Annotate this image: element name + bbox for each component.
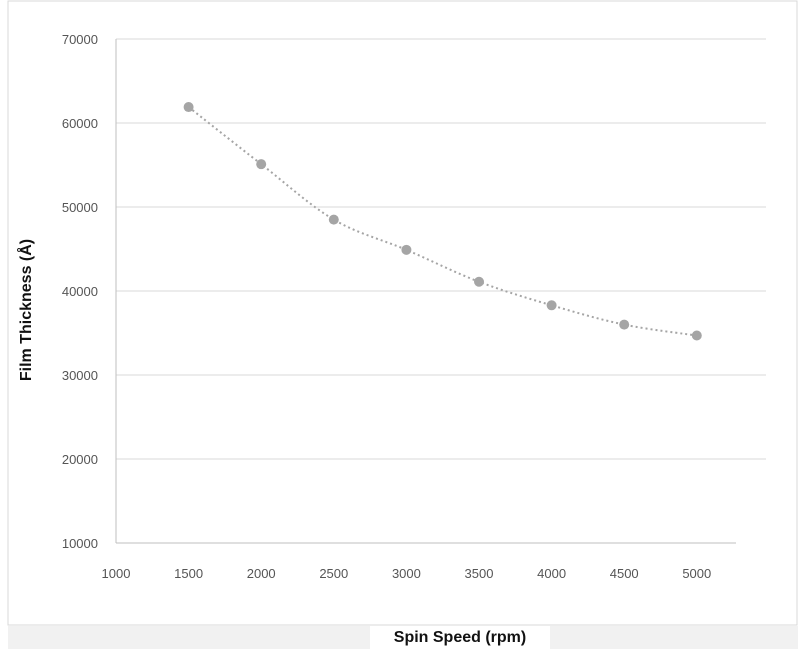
data-point <box>474 276 484 287</box>
x-axis-label: Spin Speed (rpm) <box>393 628 527 646</box>
data-point <box>619 319 630 330</box>
data-point <box>401 244 412 255</box>
x-tick-label: 2000 <box>247 566 276 581</box>
grid-lines <box>116 38 766 460</box>
x-tick-label: 3000 <box>392 566 421 581</box>
x-tick-label: 3500 <box>465 566 494 581</box>
x-tick-label: 4000 <box>537 566 566 581</box>
x-tick-label: 1000 <box>102 566 131 581</box>
y-tick-label: 30000 <box>62 368 98 383</box>
y-tick-label: 20000 <box>62 452 98 467</box>
data-points <box>183 102 702 341</box>
x-tick-label: 5000 <box>682 566 711 581</box>
data-point <box>183 102 194 113</box>
axis-lines <box>115 39 736 544</box>
data-point <box>256 159 267 170</box>
y-tick-labels: 10000 20000 30000 40000 50000 60000 70000 <box>62 32 98 551</box>
x-tick-label: 1500 <box>174 566 203 581</box>
y-tick-label: 10000 <box>62 536 98 551</box>
data-point <box>691 330 702 341</box>
y-tick-label: 60000 <box>62 116 98 131</box>
y-tick-label: 40000 <box>62 284 98 299</box>
x-tick-labels: 1000 1500 2000 2500 3000 3500 4000 4500 5000 <box>102 566 712 581</box>
x-axis-label-box: Spin Speed (rpm) <box>370 626 550 649</box>
y-tick-label: 70000 <box>62 32 98 47</box>
data-point <box>328 214 339 225</box>
data-point <box>546 300 557 311</box>
y-tick-label: 50000 <box>62 200 98 215</box>
x-tick-label: 4500 <box>610 566 639 581</box>
y-axis-label-box: Film Thickness (Å) <box>15 100 39 520</box>
x-tick-label: 2500 <box>319 566 348 581</box>
y-axis-label: Film Thickness (Å) <box>18 238 35 382</box>
chart-frame <box>7 0 798 626</box>
